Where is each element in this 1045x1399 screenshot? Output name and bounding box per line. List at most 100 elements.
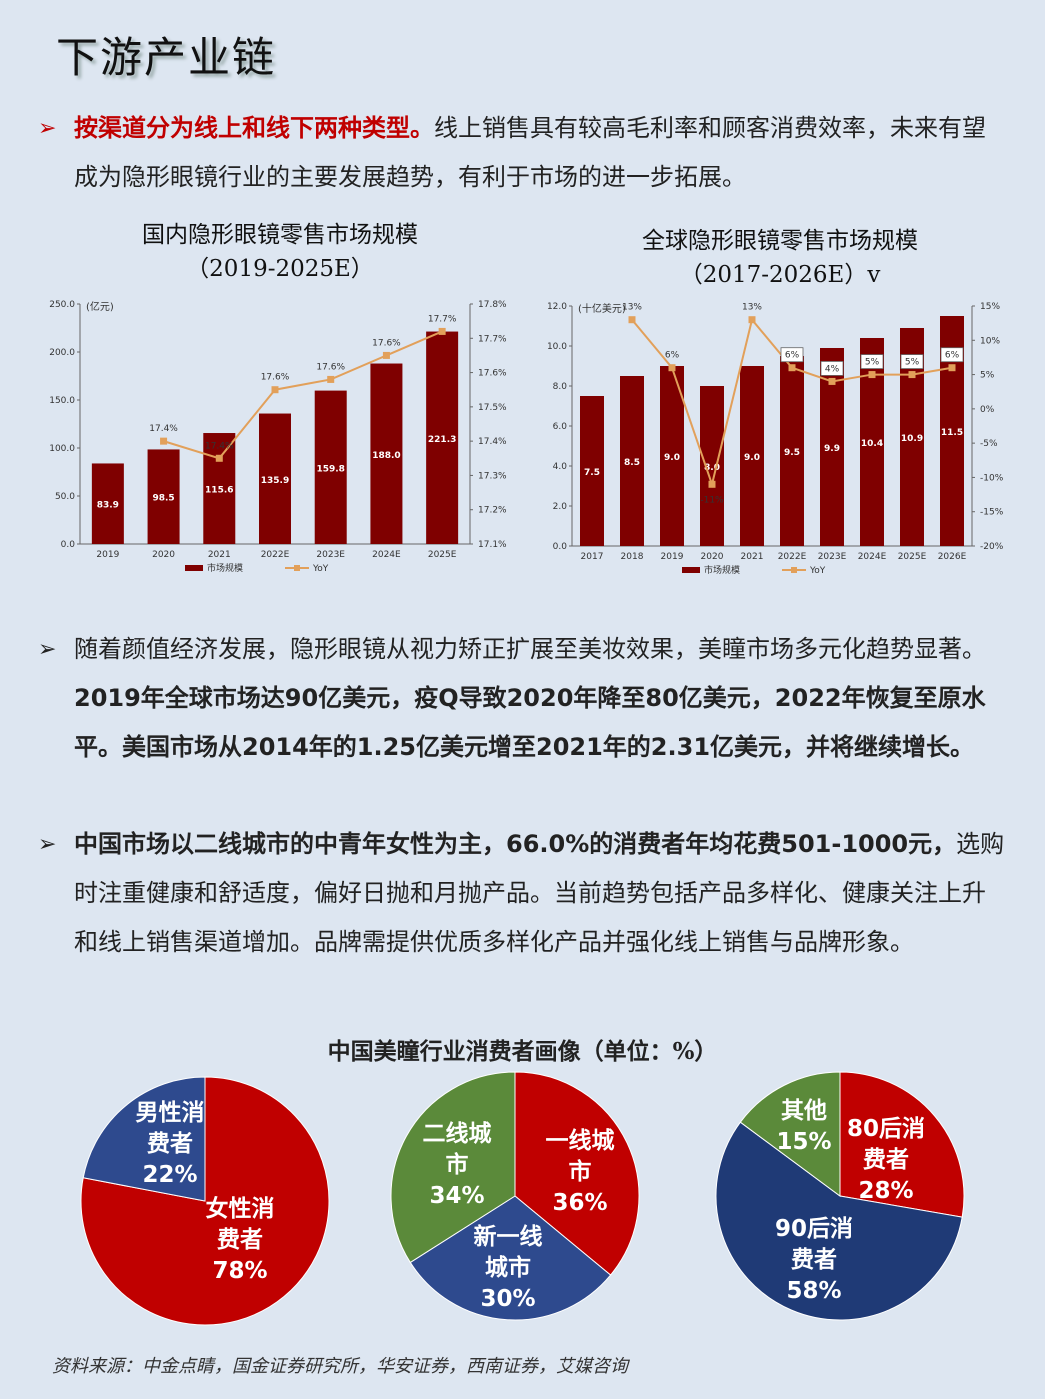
pie-slice	[715, 1121, 963, 1321]
legend-label: YoY	[809, 566, 826, 576]
source-note: 资料来源：中金点睛，国金证券研究所，华安证券，西南证券，艾媒咨询	[52, 1356, 628, 1377]
y-tick-label: 50.0	[55, 492, 75, 502]
yoy-point	[828, 377, 836, 385]
pie-label-line: 二线城	[423, 1120, 492, 1147]
pie-slice-label: 80后消费者 28%	[847, 1116, 925, 1204]
y-tick-label: 10.0	[547, 342, 567, 352]
bar	[700, 386, 724, 546]
y-tick-label: 4.0	[553, 462, 568, 472]
y2-tick-label: 0%	[980, 405, 995, 415]
para3-normal: 选购时注重健康和舒适度，偏好日抛和月抛产品。当前趋势包括产品多样化、健康关注上升…	[74, 830, 1005, 956]
intro-highlight: 按渠道分为线上和线下两种类型	[74, 114, 410, 142]
pie-label-line: 80后消	[847, 1116, 925, 1142]
x-tick-label: 2022E	[261, 550, 290, 560]
bar-value-label: 115.6	[205, 486, 233, 496]
chart1-subtitle: （2019-2025E）	[186, 256, 374, 282]
global-market-chart: (十亿美元) 0.0 2.0 4.0 6.0 8.0 10.0 12.0 -20% -15% -10…	[547, 302, 1004, 576]
pie-slice-label: 二线城市 34%	[423, 1120, 492, 1209]
legend-label: YoY	[312, 564, 329, 574]
pie-slice-label: 其他 15%	[776, 1098, 831, 1155]
page-title: 下游产业链	[56, 33, 277, 82]
yoy-label: 17.6%	[261, 373, 290, 383]
pie-label-line: 22%	[142, 1162, 197, 1188]
bar	[91, 463, 124, 544]
legend-label: 市场规模	[704, 564, 740, 576]
y2-tick-label: 17.3%	[478, 471, 507, 481]
pie-label-line: 58%	[786, 1278, 841, 1304]
y2-tick-label: 17.4%	[478, 437, 507, 447]
pie-label-line: 费者	[217, 1227, 263, 1253]
bar-value-label: 11.5	[941, 428, 963, 438]
y2-tick-label: 17.1%	[478, 540, 507, 550]
bar-value-label: 8.0	[704, 463, 720, 473]
pie-slice-label: 新一线城市 30%	[474, 1223, 543, 1312]
pie-label-line: 费者	[147, 1131, 193, 1157]
x-tick-label: 2021	[208, 550, 231, 560]
bar-value-label: 8.5	[624, 458, 640, 468]
yoy-label: 17.7%	[428, 314, 457, 324]
bar	[780, 356, 804, 546]
pie-slice	[82, 1076, 206, 1202]
yoy-label: 5%	[865, 358, 880, 368]
pie-label-line: 28%	[858, 1178, 913, 1204]
chart2-title-block: 全球隐形眼镜零售市场规模 （2017-2026E）v	[560, 224, 1000, 292]
yoy-point	[748, 316, 756, 324]
bar-value-label: 9.9	[824, 444, 840, 454]
bar-value-label: 10.4	[861, 439, 883, 449]
city-pie-chart: 一线城市 36% 新一线城市 30% 二线城市 34%	[390, 1071, 640, 1321]
yoy-point	[708, 480, 716, 488]
intro-paragraph: ➢ 按渠道分为线上和线下两种类型。线上销售具有较高毛利率和顾客消费效率，未来有望…	[38, 104, 1008, 202]
bar	[426, 331, 459, 544]
y2-tick-label: 17.5%	[478, 403, 507, 413]
x-tick-label: 2025E	[898, 552, 927, 562]
legend-swatch-point	[294, 565, 300, 571]
pie-slice	[390, 1071, 516, 1264]
yoy-point	[215, 454, 223, 462]
bar-value-label: 9.0	[744, 453, 760, 463]
yoy-label: 17.4%	[205, 441, 234, 451]
pie-label-line: 女性消	[206, 1195, 275, 1222]
bar-value-label: 10.9	[901, 434, 923, 444]
x-tick-label: 2023E	[316, 550, 345, 560]
yoy-point	[160, 437, 168, 445]
yoy-label-box	[780, 347, 804, 363]
yoy-label: 17.6%	[316, 362, 345, 372]
bar-value-label: 159.8	[316, 464, 344, 474]
legend-swatch-point	[791, 567, 797, 573]
bar-value-label: 9.5	[784, 448, 800, 458]
yoy-line	[163, 330, 443, 460]
gender-pie-chart: 女性消费者 78%男性消费者 22%	[80, 1076, 330, 1326]
yoy-label: 6%	[945, 351, 960, 361]
pie-label-line: 市	[446, 1151, 469, 1178]
bar	[203, 433, 236, 544]
yoy-point	[948, 364, 956, 372]
pie-slice	[409, 1195, 612, 1321]
pie-label-line: 费者	[863, 1147, 909, 1173]
x-tick-label: 2025E	[428, 550, 457, 560]
y-unit-label: (亿元)	[86, 300, 114, 313]
y2-tick-label: -15%	[980, 508, 1004, 518]
pie-label-line: 一线城	[546, 1127, 615, 1154]
y-tick-label: 6.0	[553, 422, 568, 432]
domestic-market-chart: (亿元) 0.0 50.0 100.0 150.0 200.0 250.0 17.1% 17.2…	[49, 300, 507, 574]
pie-label-line: 其他	[781, 1098, 827, 1124]
y-tick-label: 250.0	[49, 300, 75, 310]
age-pie-chart: 80后消费者 28%90后消费者 58%其他 15%	[715, 1071, 965, 1321]
bullet-arrow-icon: ➢	[38, 116, 57, 141]
chart2-subtitle: （2017-2026E）v	[679, 262, 881, 288]
pie-section-title: 中国美瞳行业消费者画像（单位：%）	[327, 1038, 718, 1065]
yoy-label: 6%	[785, 351, 800, 361]
y-tick-label: 12.0	[547, 302, 567, 312]
x-tick-label: 2021	[741, 552, 764, 562]
x-tick-label: 2022E	[778, 552, 807, 562]
y2-tick-label: -10%	[980, 473, 1004, 483]
y-tick-label: 2.0	[553, 502, 568, 512]
yoy-label: 17.4%	[149, 424, 178, 434]
pie-label-line: 36%	[552, 1190, 607, 1216]
bar	[314, 390, 347, 544]
pie-slice	[514, 1071, 640, 1276]
x-tick-label: 2018	[621, 552, 644, 562]
yoy-point	[438, 327, 446, 335]
y2-tick-label: 17.7%	[478, 334, 507, 344]
bar-value-label: 83.9	[97, 501, 119, 511]
